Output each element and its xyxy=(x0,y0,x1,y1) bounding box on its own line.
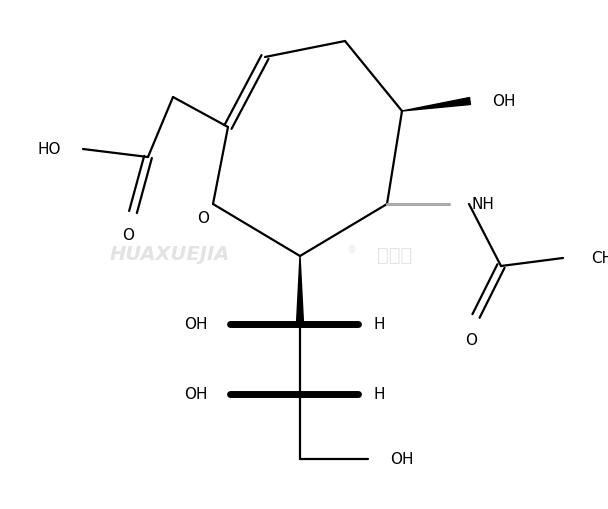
Text: ®: ® xyxy=(347,244,356,254)
Text: O: O xyxy=(122,228,134,242)
Polygon shape xyxy=(297,257,303,324)
Polygon shape xyxy=(402,98,471,112)
Text: HUAXUEJIA: HUAXUEJIA xyxy=(109,245,230,264)
Text: OH: OH xyxy=(492,94,516,109)
Text: O: O xyxy=(197,211,209,226)
Text: HO: HO xyxy=(38,142,61,157)
Text: O: O xyxy=(465,332,477,347)
Text: H: H xyxy=(373,387,384,402)
Text: OH: OH xyxy=(184,387,208,402)
Text: 化学加: 化学加 xyxy=(377,245,412,264)
Text: NH: NH xyxy=(471,197,494,212)
Text: CH₃: CH₃ xyxy=(591,251,608,266)
Text: OH: OH xyxy=(184,317,208,332)
Text: OH: OH xyxy=(390,451,413,467)
Text: H: H xyxy=(373,317,384,332)
